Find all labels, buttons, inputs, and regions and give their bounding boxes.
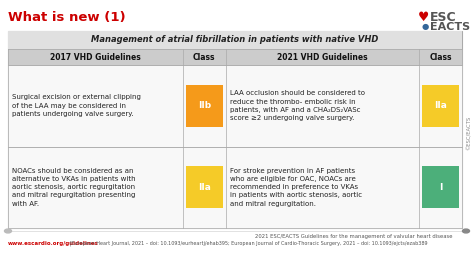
Circle shape: [463, 229, 470, 233]
Bar: [8, 146, 462, 228]
Bar: [186, 85, 223, 127]
Text: I: I: [439, 183, 442, 192]
Text: IIa: IIa: [198, 183, 211, 192]
Bar: [422, 166, 459, 209]
Text: IIb: IIb: [198, 101, 211, 110]
Text: |European Heart Journal, 2021 – doi: 10.1093/eurheartj/ehab395; European Journal: |European Heart Journal, 2021 – doi: 10.…: [68, 241, 428, 246]
Text: Class: Class: [193, 53, 216, 62]
Text: Surgical excision or external clipping
of the LAA may be considered in
patients : Surgical excision or external clipping o…: [12, 94, 141, 117]
Bar: [8, 31, 462, 228]
Bar: [422, 85, 459, 127]
Text: www.escardio.org/guidelines: www.escardio.org/guidelines: [8, 241, 99, 246]
Text: ©ESC/EACTS: ©ESC/EACTS: [466, 116, 472, 150]
Text: What is new (1): What is new (1): [8, 11, 126, 24]
Text: NOACs should be considered as an
alternative to VKAs in patients with
aortic ste: NOACs should be considered as an alterna…: [12, 168, 136, 207]
Text: LAA occlusion should be considered to
reduce the thrombo- embolic risk in
patien: LAA occlusion should be considered to re…: [230, 90, 365, 121]
Bar: [186, 166, 223, 209]
Text: Class: Class: [429, 53, 452, 62]
Text: 2017 VHD Guidelines: 2017 VHD Guidelines: [50, 53, 141, 62]
Bar: [8, 49, 462, 65]
Text: EACTS: EACTS: [430, 22, 470, 32]
Text: ♥: ♥: [418, 11, 429, 24]
Text: 2021 ESC/EACTS Guidelines for the management of valvular heart disease: 2021 ESC/EACTS Guidelines for the manage…: [255, 234, 453, 239]
Text: For stroke prevention in AF patients
who are eligible for OAC, NOACs are
recomme: For stroke prevention in AF patients who…: [230, 168, 362, 207]
Text: ●: ●: [422, 22, 429, 31]
Bar: [8, 31, 462, 49]
Circle shape: [4, 229, 11, 233]
Text: 2021 VHD Guidelines: 2021 VHD Guidelines: [277, 53, 368, 62]
Text: IIa: IIa: [434, 101, 447, 110]
Text: Management of atrial fibrillation in patients with native VHD: Management of atrial fibrillation in pat…: [91, 36, 379, 44]
Bar: [8, 65, 462, 146]
Text: ESC: ESC: [430, 11, 456, 24]
